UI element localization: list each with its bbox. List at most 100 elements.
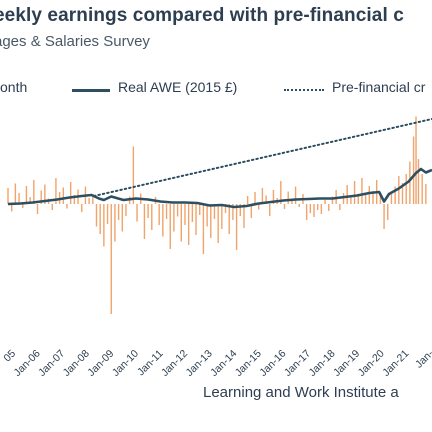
bar-2 (15, 184, 16, 205)
bar-81 (306, 204, 307, 220)
x-tick-label: Jan-20 (356, 348, 387, 379)
legend-label-bars: onth (0, 79, 27, 95)
x-tick-label: Jan-08 (61, 348, 92, 379)
legend-label-awe: Real AWE (2015 £) (118, 79, 237, 95)
bar-69 (262, 188, 263, 204)
x-tick-label: Jan-06 (12, 348, 43, 379)
bar-58 (221, 204, 222, 229)
bar-24 (96, 204, 97, 227)
bar-48 (184, 204, 185, 225)
series-line-real-awe (8, 169, 432, 207)
bar-108 (405, 174, 406, 204)
bar-31 (122, 204, 123, 232)
x-tick-label: Jan-12 (159, 348, 190, 379)
bar-35 (136, 204, 137, 222)
bar-90 (339, 204, 340, 210)
bar-41 (158, 204, 159, 225)
bar-98 (369, 186, 370, 204)
bar-78 (295, 187, 296, 205)
bar-97 (365, 195, 366, 204)
bar-17 (70, 182, 71, 204)
bar-71 (269, 204, 270, 216)
bar-64 (243, 204, 244, 228)
bar-26 (103, 204, 104, 247)
bar-43 (166, 204, 167, 219)
bar-50 (192, 204, 193, 222)
bar-34 (133, 147, 134, 205)
bar-76 (288, 192, 289, 205)
bar-38 (147, 204, 148, 218)
bar-103 (387, 204, 388, 220)
bar-54 (206, 204, 207, 227)
chart-title: eekly earnings compared with pre-financi… (0, 5, 404, 27)
chart-plot: 05Jan-06Jan-07Jan-08Jan-09Jan-10Jan-11Ja… (0, 104, 432, 384)
bar-93 (350, 198, 351, 205)
x-tick-label: 05 (1, 348, 18, 365)
x-tick-label: Jan-07 (36, 348, 67, 379)
bar-45 (173, 204, 174, 232)
bar-39 (151, 204, 152, 230)
bar-75 (284, 204, 285, 209)
bar-83 (313, 204, 314, 217)
bar-104 (391, 194, 392, 204)
bars-layer (7, 117, 426, 315)
bar-51 (195, 204, 196, 235)
bar-46 (177, 204, 178, 217)
bar-110 (413, 137, 414, 205)
x-tick-label: Jan- (413, 347, 432, 370)
bar-79 (299, 204, 300, 207)
bar-113 (421, 174, 422, 204)
bar-49 (188, 204, 189, 245)
bar-102 (383, 204, 384, 229)
bar-12 (52, 204, 53, 210)
bar-30 (118, 204, 119, 220)
bar-15 (63, 188, 64, 205)
bar-20 (81, 204, 82, 212)
bar-57 (217, 204, 218, 243)
legend-swatch-trend (284, 89, 324, 91)
x-tick-label: Jan-10 (110, 348, 141, 379)
bar-16 (66, 204, 67, 209)
series-line-pre-crisis-trend (94, 119, 432, 196)
bar-114 (425, 184, 426, 204)
bar-82 (310, 204, 311, 213)
legend-label-trend: Pre-financial cr (332, 79, 425, 95)
bar-67 (254, 192, 255, 204)
bar-37 (144, 204, 145, 239)
bar-87 (328, 204, 329, 211)
bar-84 (317, 204, 318, 210)
bar-25 (99, 204, 100, 234)
bar-27 (107, 204, 108, 224)
legend: onth Real AWE (2015 £) Pre-financial cr (0, 79, 432, 99)
x-tick-label: Jan-16 (257, 348, 288, 379)
legend-swatch-awe (72, 89, 110, 92)
x-tick-label: Jan-13 (184, 348, 215, 379)
bar-29 (114, 204, 115, 242)
x-tick-label: Jan-17 (282, 348, 313, 379)
bar-85 (321, 204, 322, 214)
bar-111 (415, 117, 416, 205)
bar-44 (170, 204, 171, 249)
bar-22 (88, 198, 89, 204)
bar-62 (236, 204, 237, 250)
bar-92 (347, 185, 348, 204)
bar-53 (203, 204, 204, 254)
x-tick-label: Jan-15 (233, 348, 264, 379)
bar-8 (37, 204, 38, 214)
lines-layer (8, 119, 432, 207)
x-axis-ticks: 05Jan-06Jan-07Jan-08Jan-09Jan-10Jan-11Ja… (1, 347, 432, 379)
bar-47 (181, 204, 182, 242)
bar-5 (26, 186, 27, 204)
bar-94 (354, 181, 355, 204)
x-tick-label: Jan-21 (380, 348, 411, 379)
bar-7 (33, 180, 34, 204)
source-note: Learning and Work Institute a (203, 384, 399, 401)
chart-subtitle: ages & Salaries Survey (0, 33, 150, 50)
bar-0 (7, 188, 8, 204)
bar-86 (324, 200, 325, 204)
bar-60 (229, 204, 230, 234)
bar-32 (125, 204, 126, 216)
bar-52 (199, 204, 200, 215)
bar-109 (409, 162, 410, 205)
bar-55 (210, 204, 211, 238)
